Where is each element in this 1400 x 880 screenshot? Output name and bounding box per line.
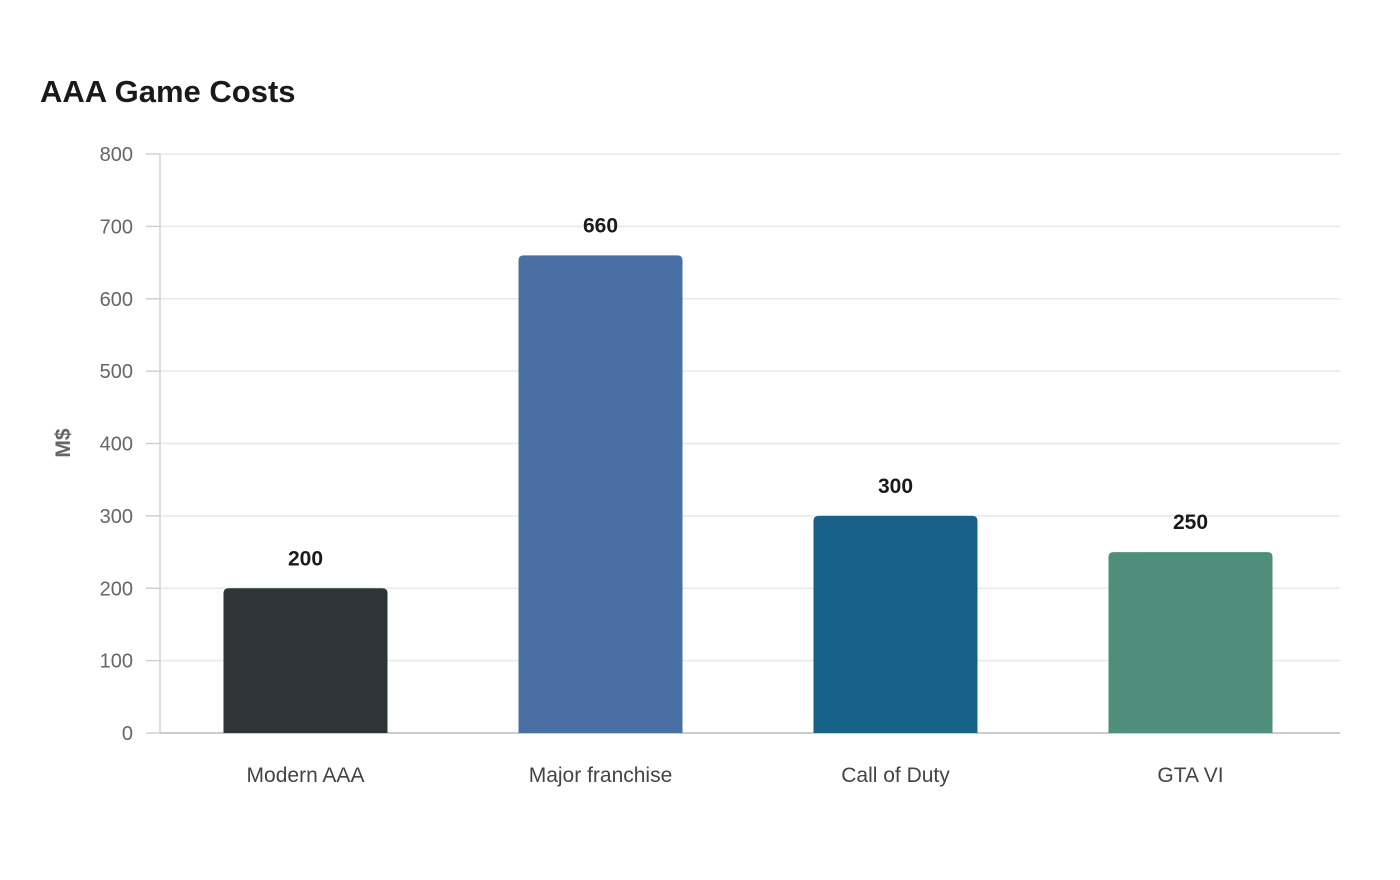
bars [223,255,1273,733]
x-tick-label: Modern AAA [247,764,365,787]
y-tick-label: 700 [100,216,133,238]
y-tick-label: 600 [100,289,133,311]
bar-value-label: 250 [1173,511,1208,534]
chart-title: AAA Game Costs [40,74,296,109]
value-labels: 200 660 300 250 [288,214,1208,570]
y-tick-label: 0 [122,723,133,745]
x-tick-label: GTA VI [1157,764,1223,787]
x-tick-labels: Modern AAA Major franchise Call of Duty GTA… [247,764,1224,787]
bar-call-of-duty [813,515,978,733]
bar-value-label: 200 [288,547,323,570]
y-tick-label: 800 [100,144,133,166]
y-tick-label: 500 [100,361,133,383]
x-tick-label: Call of Duty [841,764,950,787]
bar-value-label: 300 [878,475,913,498]
bar-modern-aaa [223,588,388,733]
y-axis-label: M$ [52,428,75,457]
y-tick-label: 200 [100,578,133,600]
y-tick-label: 100 [100,651,133,673]
y-tick-label: 300 [100,506,133,528]
bar-value-label: 660 [583,214,618,237]
bar-major-franchise [518,255,683,733]
bar-gta-vi [1108,552,1273,733]
y-tick-labels: 0 100 200 300 400 500 600 700 800 [100,144,133,745]
y-tick-label: 400 [100,434,133,456]
x-tick-label: Major franchise [529,764,673,787]
